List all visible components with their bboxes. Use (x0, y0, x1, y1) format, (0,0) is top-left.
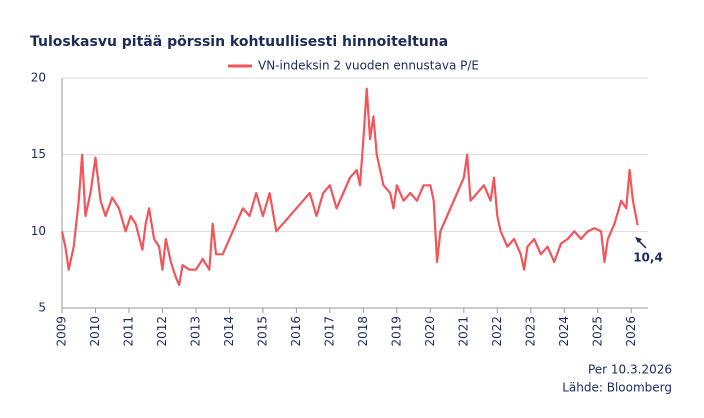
annotation: 10,4 (633, 251, 663, 265)
x-tick-label: 2026 (624, 316, 638, 347)
line (60, 87, 639, 287)
x-tick-label: 2021 (456, 316, 470, 347)
x-tick-label: 2025 (590, 316, 604, 347)
y-tick-label: 20 (31, 71, 46, 85)
chart-title: Tuloskasvu pitää pörssin kohtuullisesti … (30, 34, 448, 50)
x-tick-label: 2009 (55, 316, 69, 347)
x-tick-label: 2023 (523, 316, 537, 347)
footnote: Lähde: Bloomberg (562, 381, 672, 395)
x-tick-label: 2011 (121, 316, 135, 347)
annotation-arrowhead (635, 237, 642, 243)
x-tick-label: 2015 (255, 316, 269, 347)
y-tick-label: 10 (31, 224, 46, 238)
x-tick-label: 2014 (222, 316, 236, 347)
x-tick-label: 2024 (557, 316, 571, 347)
x-tick-label: 2020 (423, 316, 437, 347)
x-tick-label: 2022 (490, 316, 504, 347)
legend-label: VN-indeksin 2 vuoden ennustava P/E (258, 59, 479, 73)
y-tick-label: 15 (31, 147, 46, 161)
x-tick-label: 2010 (88, 316, 102, 347)
x-tick-label: 2016 (289, 316, 303, 347)
x-tick-label: 2012 (155, 316, 169, 347)
y-tick-label: 5 (38, 301, 46, 315)
x-tick-label: 2013 (188, 316, 202, 347)
x-tick-label: 2017 (322, 316, 336, 347)
x-tick-label: 2019 (389, 316, 403, 347)
footnote: Per 10.3.2026 (588, 363, 672, 377)
x-tick-label: 2018 (356, 316, 370, 347)
